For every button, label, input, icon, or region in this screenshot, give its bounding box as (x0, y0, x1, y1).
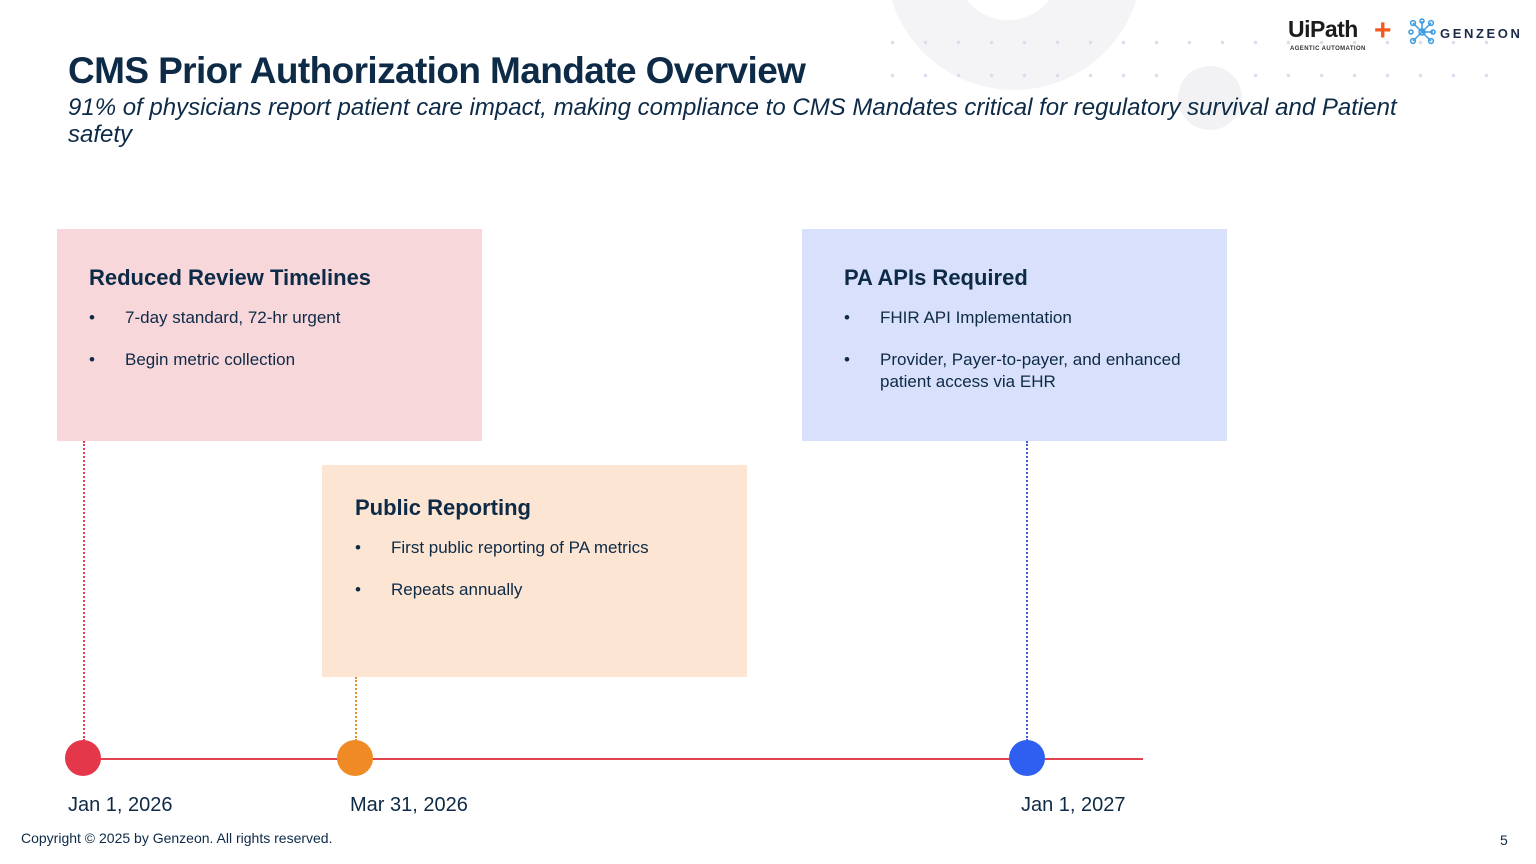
bullet-item: 7-day standard, 72-hr urgent (89, 307, 452, 329)
timeline-node-jan-2027 (1009, 740, 1045, 776)
timeline-date: Jan 1, 2026 (68, 794, 173, 816)
uipath-logo: UiPath (1288, 16, 1358, 42)
decorative-circle (1178, 66, 1242, 130)
partner-logos: UiPath AGENTIC AUTOMATION + GENZEON (1288, 14, 1528, 58)
connector-line-jan-2027 (1026, 441, 1028, 741)
genzeon-network-icon (1408, 18, 1436, 45)
page-number: 5 (1500, 832, 1508, 848)
timeline-node-mar-2026 (337, 740, 373, 776)
timeline-date: Mar 31, 2026 (350, 794, 468, 816)
card-title: PA APIs Required (844, 265, 1028, 290)
bullet-item: FHIR API Implementation (844, 307, 1197, 329)
genzeon-logo: GENZEON (1440, 26, 1523, 41)
bullet-list: 7-day standard, 72-hr urgent Begin metri… (89, 307, 452, 371)
bullet-item: First public reporting of PA metrics (355, 537, 717, 559)
bullet-list: First public reporting of PA metrics Rep… (355, 537, 717, 601)
connector-line-mar-2026 (355, 677, 357, 741)
uipath-tagline: AGENTIC AUTOMATION (1290, 46, 1366, 52)
timeline-date: Jan 1, 2027 (1021, 794, 1126, 816)
milestone-card-public-reporting: Public Reporting First public reporting … (322, 465, 747, 677)
timeline-axis (83, 758, 1143, 760)
bullet-list: FHIR API Implementation Provider, Payer-… (844, 307, 1197, 393)
page-title: CMS Prior Authorization Mandate Overview (68, 50, 806, 91)
page-subtitle: 91% of physicians report patient care im… (68, 94, 1397, 148)
copyright-text: Copyright © 2025 by Genzeon. All rights … (21, 830, 333, 846)
milestone-card-review-timelines: Reduced Review Timelines 7-day standard,… (57, 229, 482, 441)
card-title: Reduced Review Timelines (89, 265, 372, 290)
connector-line-jan-2026 (83, 441, 85, 741)
bullet-item: Provider, Payer-to-payer, and enhanced p… (844, 349, 1197, 393)
timeline-node-jan-2026 (65, 740, 101, 776)
card-title: Public Reporting (355, 495, 531, 520)
plus-icon: + (1374, 14, 1392, 47)
milestone-card-pa-apis: PA APIs Required FHIR API Implementation… (802, 229, 1227, 441)
bullet-item: Repeats annually (355, 579, 717, 601)
bullet-item: Begin metric collection (89, 349, 452, 371)
